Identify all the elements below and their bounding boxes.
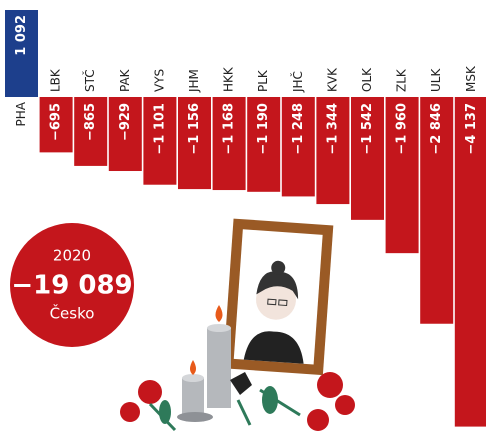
bar: [281, 97, 315, 197]
category-label: JHČ: [290, 71, 305, 93]
bar: [316, 97, 350, 205]
total-badge: 2020 −19 089 Česko: [10, 223, 134, 347]
category-label: OLK: [360, 67, 374, 92]
category-label: HKK: [222, 66, 236, 92]
bar: [420, 97, 454, 324]
value-label: −929: [118, 103, 133, 141]
bar: [39, 97, 73, 153]
category-label: LBK: [49, 68, 63, 92]
category-label: VYS: [152, 69, 166, 92]
value-label: −1 542: [360, 103, 375, 155]
category-label: JHM: [187, 69, 201, 93]
value-label: −4 137: [464, 103, 479, 155]
bar: [212, 97, 246, 191]
value-label: −1 190: [256, 103, 271, 155]
value-label: −2 846: [429, 103, 444, 155]
category-label: ZLK: [395, 68, 409, 92]
value-label: −1 101: [152, 103, 167, 155]
bar: [143, 97, 177, 185]
category-label: KVK: [325, 67, 339, 92]
category-label: STČ: [82, 69, 97, 92]
category-label: PAK: [118, 68, 132, 92]
value-label: −1 248: [291, 103, 306, 155]
value-label: −695: [49, 103, 64, 141]
value-label: −865: [83, 103, 98, 141]
value-label: 1 092: [14, 15, 29, 56]
value-label: −1 156: [187, 103, 202, 155]
bar: [108, 97, 142, 172]
bar: [74, 97, 108, 166]
category-label: PHA: [14, 101, 28, 126]
badge-label: Česko: [50, 304, 95, 323]
bar: [178, 97, 211, 190]
bar: [385, 97, 419, 254]
category-label: MSK: [464, 65, 478, 92]
bar: [454, 97, 486, 427]
badge-year: 2020: [53, 247, 91, 265]
value-label: −1 168: [222, 103, 237, 155]
badge-total: −19 089: [11, 271, 132, 301]
value-label: −1 960: [395, 103, 410, 155]
value-label: −1 344: [325, 103, 340, 155]
bar: [351, 97, 384, 220]
illustration: [120, 218, 355, 432]
bar: [247, 97, 281, 192]
badge-circle: [10, 223, 134, 347]
category-label: ULK: [429, 68, 443, 92]
category-label: PLK: [256, 69, 270, 92]
bar: [5, 10, 38, 97]
